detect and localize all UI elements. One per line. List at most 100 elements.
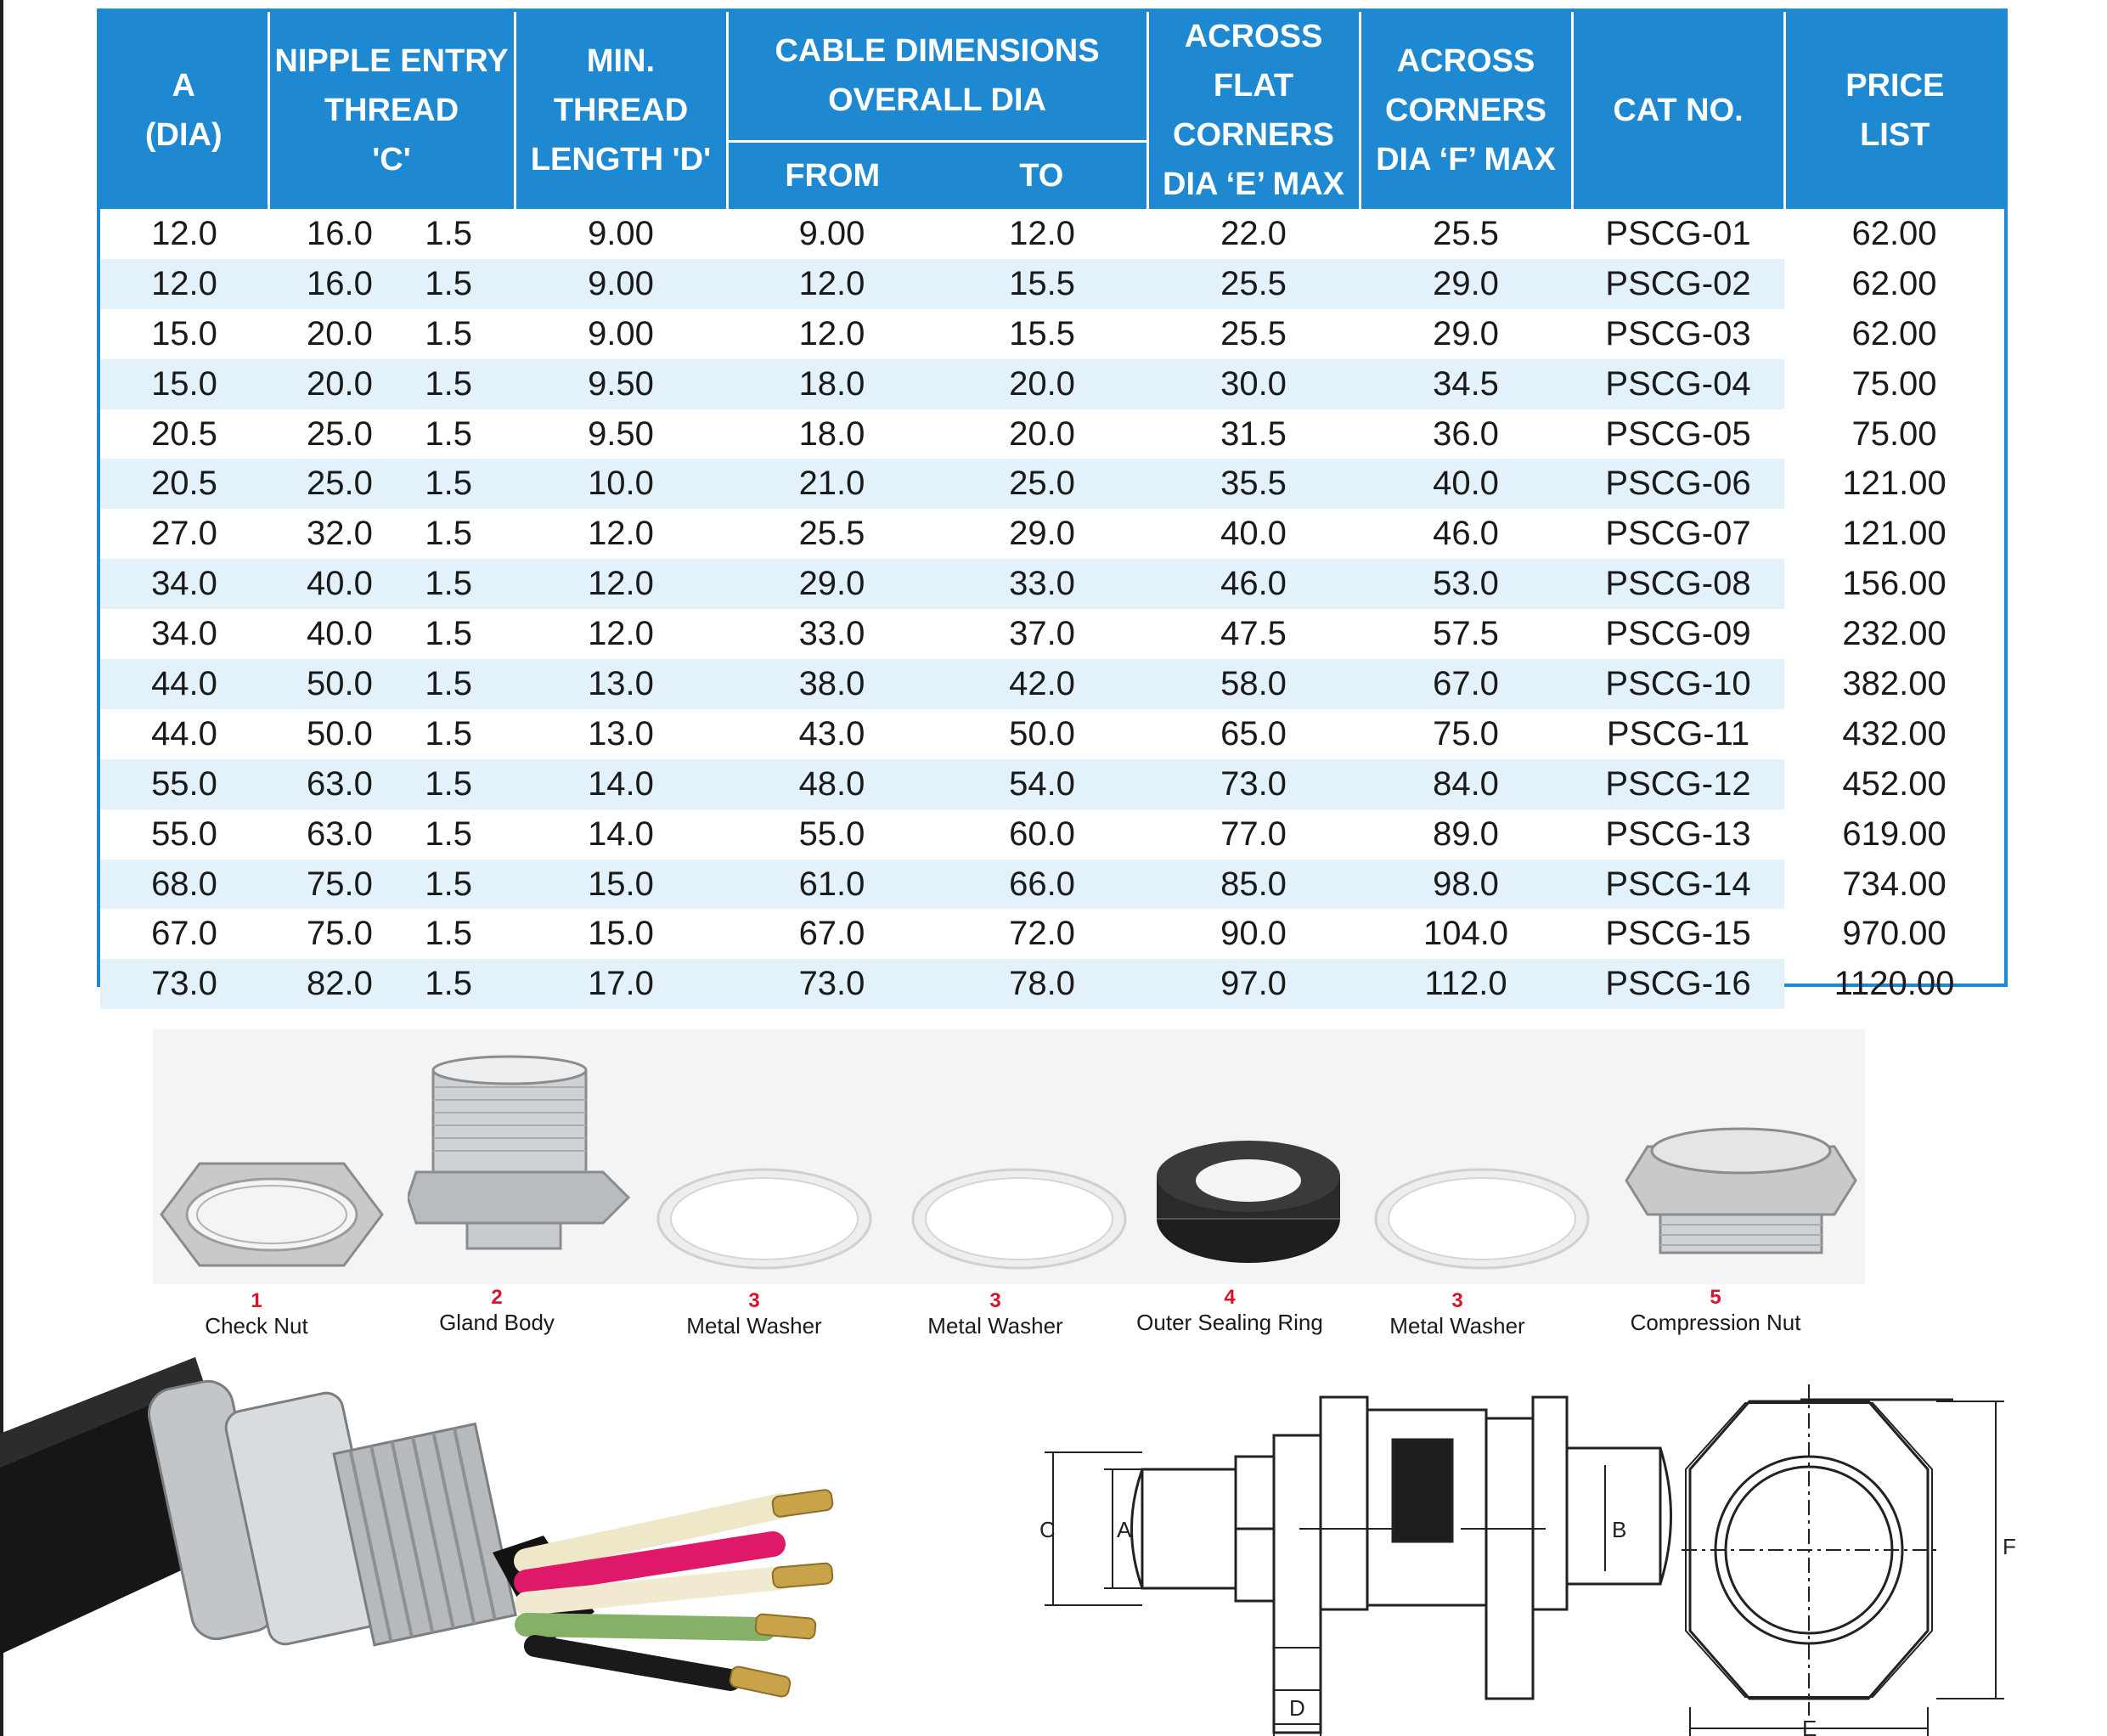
part-caption: 5 Compression Nut <box>1588 1286 1843 1336</box>
header-across-flat: ACROSS FLAT CORNERS DIA ‘E’ MAX <box>1146 12 1361 209</box>
nipple-size: 63.0 <box>307 764 373 803</box>
page-edge <box>0 0 3 1736</box>
table-cell: 25.0 <box>937 459 1148 510</box>
table-cell: 121.00 <box>1842 515 1946 553</box>
spec-table: A (DIA) NIPPLE ENTRY THREAD 'C' MIN. THREAD L… <box>97 8 2008 1010</box>
table-cell: 25.5 <box>1147 258 1361 309</box>
table-cell: 12.0 <box>798 314 865 352</box>
table-cell: 970.00 <box>1842 915 1946 953</box>
table-cell: 9.50 <box>588 414 654 453</box>
thread-pitch: 1.5 <box>425 314 472 352</box>
table-cell: PSCG-13 <box>1605 814 1751 853</box>
part-name: Compression Nut <box>1630 1310 1801 1335</box>
thread-pitch: 1.5 <box>425 364 472 403</box>
nipple-size: 40.0 <box>307 615 373 653</box>
table-cell: 29.0 <box>1360 258 1573 309</box>
table-cell: PSCG-05 <box>1605 414 1751 453</box>
nipple-size: 82.0 <box>307 965 373 1003</box>
nipple-thread-cell: 50.0 1.5 <box>268 709 515 759</box>
table-cell: 57.5 <box>1433 615 1499 653</box>
thread-pitch: 1.5 <box>425 764 472 803</box>
table-cell: 33.0 <box>937 559 1148 610</box>
table-cell: 67.0 <box>151 915 217 953</box>
sealing-ring-icon <box>1157 1141 1340 1263</box>
table-cell: 44.0 <box>100 659 268 709</box>
table-cell: 15.5 <box>1009 314 1075 352</box>
part-number: 4 <box>1224 1286 1236 1309</box>
table-row: 44.0 50.0 1.5 13.0 43.0 50.0 65.0 75.0 PSCG-11 43… <box>100 709 2004 759</box>
table-cell: 15.5 <box>937 258 1148 309</box>
nipple-thread-cell: 40.0 1.5 <box>268 609 515 659</box>
washer-icon <box>911 1168 1127 1270</box>
table-cell: 25.5 <box>1220 314 1287 352</box>
washer-icon <box>656 1168 872 1270</box>
nipple-size: 25.0 <box>307 414 373 453</box>
nipple-thread-cell: 63.0 1.5 <box>268 809 515 860</box>
header-from: FROM <box>725 139 937 209</box>
part-name: Check Nut <box>205 1313 308 1339</box>
part-caption: 4 Outer Sealing Ring <box>1102 1286 1357 1336</box>
nipple-size: 16.0 <box>307 214 373 252</box>
part-name: Gland Body <box>439 1310 555 1335</box>
gland-body-icon <box>408 1055 631 1250</box>
nipple-thread-cell: 75.0 1.5 <box>268 859 515 910</box>
table-cell: 432.00 <box>1842 714 1946 752</box>
spec-table-grid: A (DIA) NIPPLE ENTRY THREAD 'C' MIN. THREAD L… <box>100 12 2005 1010</box>
table-cell: 12.0 <box>727 258 937 309</box>
table-cell: 34.5 <box>1360 358 1573 409</box>
table-cell: PSCG-16 <box>1572 959 1785 1010</box>
table-cell: 22.0 <box>1220 214 1287 252</box>
table-cell: 18.0 <box>798 414 865 453</box>
table-cell: PSCG-15 <box>1605 915 1751 953</box>
table-row: 12.0 16.0 1.5 9.00 9.00 12.0 22.0 25.5 PSCG-01 62… <box>100 209 2004 259</box>
part-number: 2 <box>491 1286 503 1309</box>
nipple-size: 75.0 <box>307 865 373 903</box>
table-cell: 36.0 <box>1433 414 1499 453</box>
thread-pitch: 1.5 <box>425 414 472 453</box>
table-cell: 37.0 <box>1009 615 1075 653</box>
nipple-thread-cell: 32.0 1.5 <box>268 509 515 559</box>
table-cell: 12.0 <box>151 214 217 252</box>
part-number: 1 <box>251 1289 262 1312</box>
table-cell: 29.0 <box>1433 314 1499 352</box>
table-cell: 20.0 <box>1009 414 1075 453</box>
nipple-size: 50.0 <box>307 714 373 752</box>
table-row: 67.0 75.0 1.5 15.0 67.0 72.0 90.0 104.0 PSCG-15 9… <box>100 909 2004 959</box>
table-cell: 14.0 <box>588 814 654 853</box>
part-caption: 2 Gland Body <box>369 1286 624 1336</box>
part-caption: 1 Check Nut <box>129 1289 384 1339</box>
nipple-thread-cell: 50.0 1.5 <box>268 659 515 709</box>
part-caption: 3 Metal Washer <box>868 1289 1123 1339</box>
nipple-size: 63.0 <box>307 814 373 853</box>
table-row: 20.5 25.0 1.5 10.0 21.0 25.0 35.5 40.0 PSCG-06 12… <box>100 459 2004 510</box>
table-row: 12.0 16.0 1.5 9.00 12.0 15.5 25.5 29.0 PSCG-02 62… <box>100 258 2004 309</box>
table-cell: PSCG-11 <box>1606 714 1750 752</box>
header-price-list: PRICE LIST <box>1783 12 2005 209</box>
part-name: Metal Washer <box>927 1313 1063 1339</box>
table-cell: 67.0 <box>1360 659 1573 709</box>
table-cell: 12.0 <box>588 515 654 553</box>
table-cell: 75.00 <box>1851 364 1937 403</box>
part-number: 3 <box>989 1289 1001 1312</box>
table-cell: 21.0 <box>727 459 937 510</box>
table-cell: PSCG-14 <box>1572 859 1785 910</box>
table-cell: 85.0 <box>1147 859 1361 910</box>
table-cell: 72.0 <box>1009 915 1075 953</box>
nipple-size: 32.0 <box>307 515 373 553</box>
table-cell: 12.0 <box>588 615 654 653</box>
table-cell: 40.0 <box>1220 515 1287 553</box>
table-cell: 68.0 <box>100 859 268 910</box>
table-cell: 65.0 <box>1220 714 1287 752</box>
thread-pitch: 1.5 <box>425 965 472 1003</box>
table-cell: PSCG-08 <box>1572 559 1785 610</box>
hex-nut-icon <box>160 1162 384 1267</box>
table-cell: 734.00 <box>1842 865 1946 903</box>
table-cell: 46.0 <box>1433 515 1499 553</box>
table-row: 44.0 50.0 1.5 13.0 38.0 42.0 58.0 67.0 PSCG-10 38… <box>100 659 2004 709</box>
table-cell: 9.00 <box>515 258 727 309</box>
table-cell: 20.0 <box>937 358 1148 409</box>
table-cell: 47.5 <box>1220 615 1287 653</box>
table-cell: 15.0 <box>100 358 268 409</box>
table-cell: 75.0 <box>1433 714 1499 752</box>
table-cell: 20.5 <box>151 414 217 453</box>
